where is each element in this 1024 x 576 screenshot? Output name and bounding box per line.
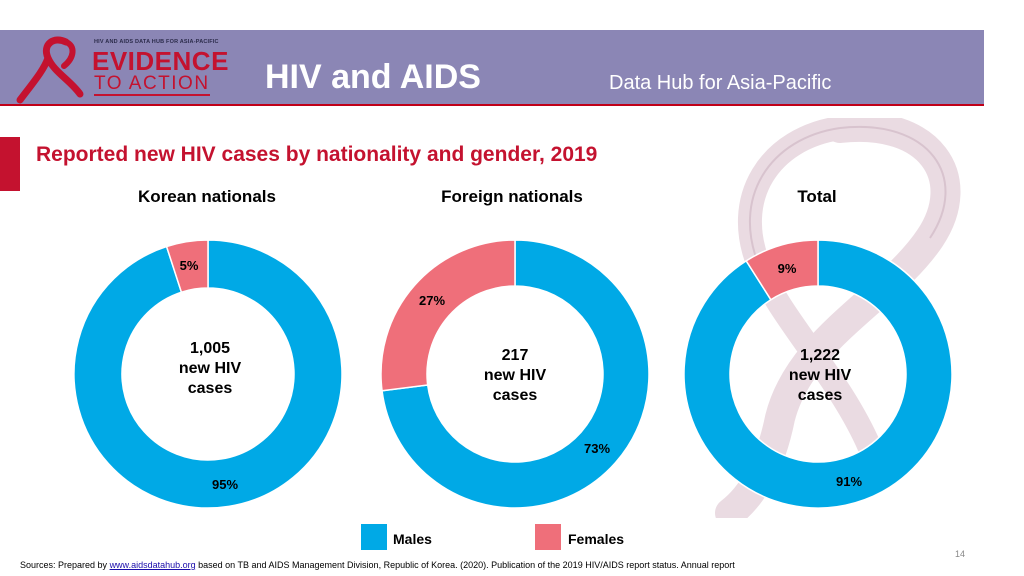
center-count: 1,222 — [799, 347, 841, 364]
slice-males — [381, 239, 650, 509]
data-label-females: 27% — [419, 293, 445, 308]
center-count: 217 — [501, 347, 529, 364]
chart-title-total: Total — [797, 187, 837, 206]
slice-females — [745, 239, 819, 301]
data-label-females: 9% — [778, 261, 797, 276]
slice-males — [683, 239, 953, 509]
chart-title-korean-nationals: Korean nationals — [138, 187, 276, 206]
center-text: cases — [187, 380, 233, 397]
header-band — [0, 30, 984, 104]
center-count: 1,005 — [189, 340, 231, 357]
center-text: cases — [797, 387, 843, 404]
center-label-total: 1,222 new HIV cases — [760, 346, 880, 406]
header-divider — [0, 104, 984, 106]
center-text: cases — [492, 387, 538, 404]
center-label-foreign: 217 new HIV cases — [455, 346, 575, 406]
logo-text-evidence: EVIDENCE — [92, 46, 229, 76]
app-subtitle: Data Hub for Asia-Pacific — [609, 72, 832, 94]
center-text: new HIV — [483, 367, 547, 384]
center-text: new HIV — [178, 360, 242, 377]
page-number: 14 — [955, 549, 966, 559]
center-text: new HIV — [788, 367, 852, 384]
chart-title-foreign-nationals: Foreign nationals — [441, 187, 583, 206]
legend-swatch-females — [535, 524, 561, 550]
legend-label-males: Males — [393, 531, 432, 547]
data-label-females: 5% — [180, 258, 199, 273]
sources-prefix: Sources: Prepared by — [20, 560, 110, 570]
slice-males — [73, 239, 343, 509]
logo-text-to-action: TO ACTION — [94, 73, 210, 96]
title-accent-bar — [0, 137, 20, 191]
aidsdatahub-link[interactable]: www.aidsdatahub.org — [109, 560, 196, 570]
center-label-korean: 1,005 new HIV cases — [150, 339, 270, 399]
data-label-males: 91% — [836, 474, 862, 489]
legend-label-females: Females — [568, 531, 625, 547]
sources-suffix: based on TB and AIDS Management Division… — [195, 560, 735, 570]
evidence-to-action-logo[interactable]: HIV AND AIDS DATA HUB FOR ASIA-PACIFIC E… — [14, 36, 244, 104]
data-label-males: 95% — [212, 477, 238, 492]
legend-swatch-males — [361, 524, 387, 550]
logo-tagline: HIV AND AIDS DATA HUB FOR ASIA-PACIFIC — [94, 39, 219, 45]
red-ribbon-icon — [16, 36, 84, 104]
slice-females — [165, 239, 209, 294]
slice-females — [380, 239, 516, 392]
app-title: HIV and AIDS — [265, 58, 481, 96]
chart-title: Reported new HIV cases by nationality an… — [36, 143, 598, 166]
data-label-males: 73% — [584, 441, 610, 456]
sources-note: Sources: Prepared by www.aidsdatahub.org… — [20, 560, 735, 570]
